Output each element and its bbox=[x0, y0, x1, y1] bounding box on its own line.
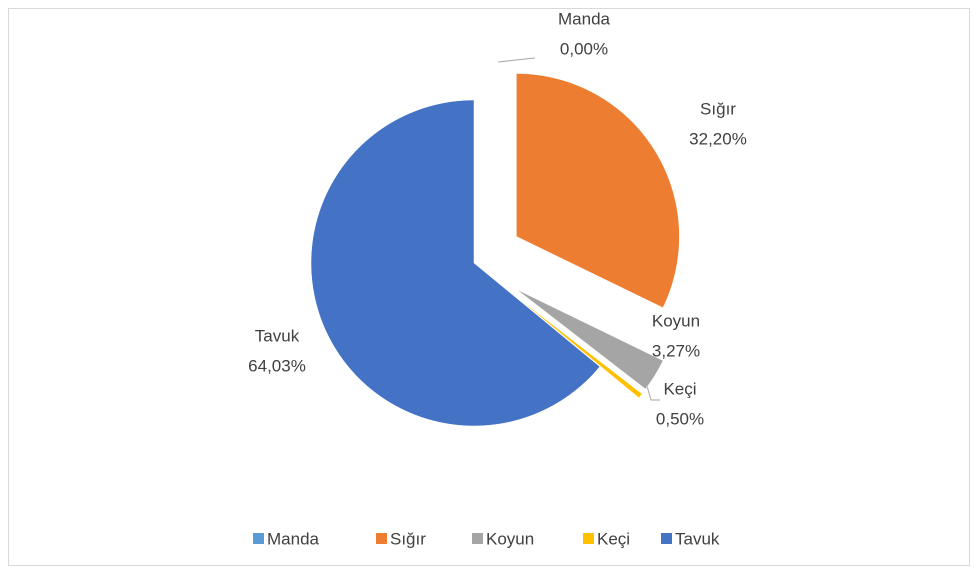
data-label-value: 3,27% bbox=[652, 341, 700, 360]
legend-swatch bbox=[253, 533, 264, 544]
legend-label: Koyun bbox=[486, 529, 534, 548]
pie-slice bbox=[310, 99, 601, 427]
data-label-name: Tavuk bbox=[255, 326, 300, 345]
legend-swatch bbox=[376, 533, 387, 544]
data-label-value: 64,03% bbox=[248, 356, 306, 375]
data-label-value: 0,50% bbox=[656, 409, 704, 428]
legend-label: Keçi bbox=[597, 529, 630, 548]
legend-label: Manda bbox=[267, 529, 320, 548]
data-label-name: Keçi bbox=[663, 379, 696, 398]
leader-line bbox=[497, 57, 536, 63]
data-label-name: Sığır bbox=[700, 99, 736, 118]
legend-swatch bbox=[661, 533, 672, 544]
legend-label: Tavuk bbox=[675, 529, 720, 548]
legend-swatch bbox=[583, 533, 594, 544]
legend-label: Sığır bbox=[390, 529, 426, 548]
pie-slice bbox=[516, 289, 664, 390]
legend-swatch bbox=[472, 533, 483, 544]
data-label-name: Manda bbox=[558, 9, 611, 28]
data-label-value: 32,20% bbox=[689, 129, 747, 148]
data-label-value: 0,00% bbox=[560, 39, 608, 58]
pie-slice bbox=[516, 73, 680, 309]
data-label-name: Koyun bbox=[652, 311, 700, 330]
pie-slice bbox=[512, 293, 643, 399]
